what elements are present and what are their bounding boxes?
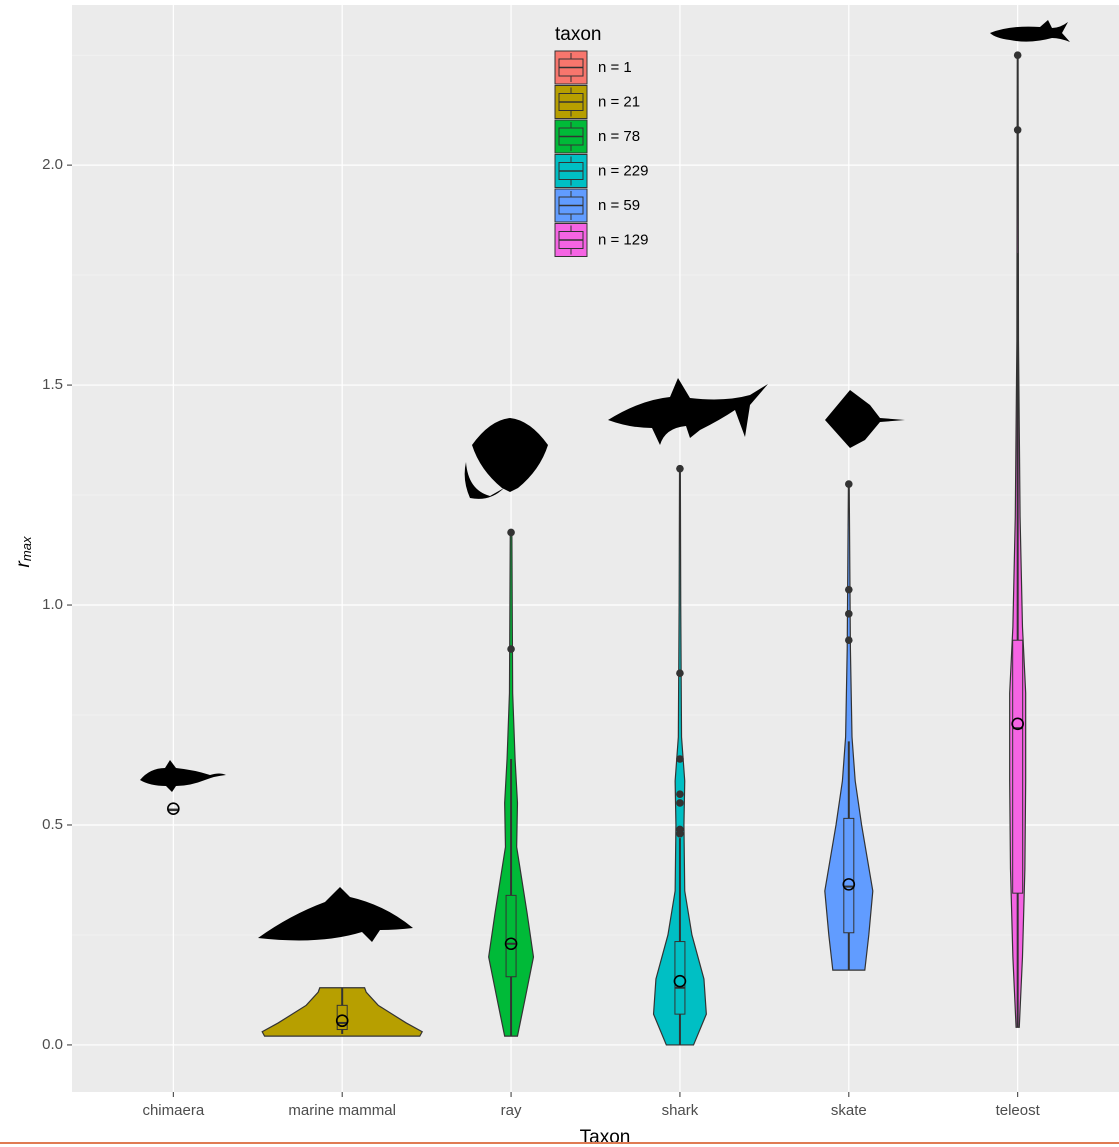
legend-label: n = 59 <box>598 197 640 214</box>
box <box>844 818 854 932</box>
outlier <box>507 645 515 653</box>
outlier <box>845 586 853 594</box>
outlier <box>676 799 684 807</box>
y-tick-label: 1.0 <box>42 596 63 613</box>
legend-label: n = 229 <box>598 162 648 179</box>
outlier <box>1014 51 1022 59</box>
y-axis-title-sub: max <box>19 536 34 561</box>
outlier <box>676 669 684 677</box>
outlier <box>845 610 853 618</box>
box <box>1013 640 1023 893</box>
legend-label: n = 129 <box>598 231 648 248</box>
outlier <box>676 826 684 834</box>
box <box>506 895 516 976</box>
panel <box>72 5 1119 1092</box>
x-tick-label: shark <box>662 1102 699 1119</box>
x-tick-label: skate <box>831 1102 867 1119</box>
legend-title: taxon <box>555 24 601 45</box>
y-tick-label: 0.0 <box>42 1036 63 1053</box>
y-tick-label: 1.5 <box>42 376 63 393</box>
legend-label: n = 1 <box>598 59 632 76</box>
outlier <box>845 480 853 488</box>
y-tick-label: 0.5 <box>42 816 63 833</box>
y-tick-label: 2.0 <box>42 156 63 173</box>
outlier <box>676 465 684 473</box>
y-axis-title: rmax <box>13 536 34 567</box>
chart: taxon n = 1 n = 21 n = 78 n = 229 n = 59 n = … <box>0 0 1119 1147</box>
outlier <box>845 636 853 644</box>
x-tick-label: ray <box>501 1102 522 1119</box>
x-tick-label: chimaera <box>142 1102 204 1119</box>
x-tick-label: marine mammal <box>288 1102 396 1119</box>
outlier <box>676 755 684 763</box>
x-tick-label: teleost <box>996 1102 1041 1119</box>
outlier <box>676 790 684 798</box>
outlier <box>1014 126 1022 134</box>
outlier <box>507 529 515 537</box>
legend-label: n = 78 <box>598 128 640 145</box>
legend-label: n = 21 <box>598 93 640 110</box>
x-axis-title: Taxon <box>580 1127 631 1147</box>
